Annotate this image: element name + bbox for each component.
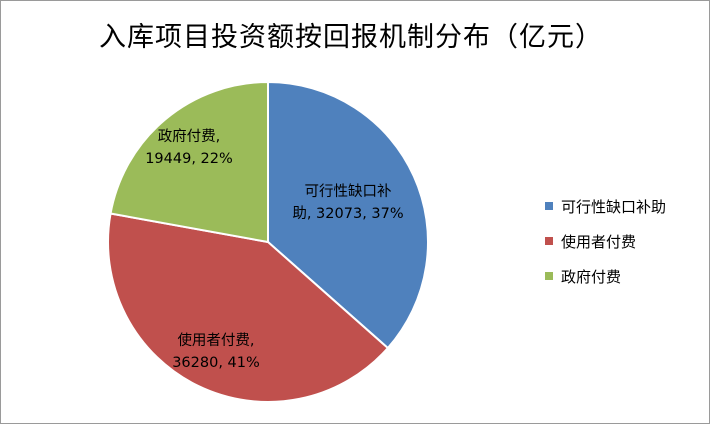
legend-swatch-feasibility-gap — [545, 202, 553, 210]
data-label-user-pay: 使用者付费, 36280, 41% — [172, 333, 260, 371]
legend-item-feasibility-gap: 可行性缺口补助 — [545, 195, 666, 217]
legend-label: 政府付费 — [561, 267, 622, 286]
pie-slice-government-pay — [109, 80, 269, 244]
data-label-feasibility-gap: 可行性缺口补 助, 32073, 37% — [292, 184, 404, 222]
chart-title: 入库项目投资额按回报机制分布（亿元） — [99, 22, 603, 53]
legend-label: 可行性缺口补助 — [561, 197, 667, 216]
legend-swatch-user-pay — [545, 237, 553, 245]
data-label-government-pay: 政府付费, 19449, 22% — [145, 129, 233, 167]
legend-swatch-government-pay — [545, 272, 553, 280]
legend-item-user-pay: 使用者付费 — [545, 230, 666, 252]
pie-slice-feasibility-gap — [267, 80, 430, 350]
chart-legend: 可行性缺口补助 使用者付费 政府付费 — [545, 195, 666, 300]
pie-slice-user-pay — [107, 212, 390, 404]
legend-item-government-pay: 政府付费 — [545, 265, 666, 287]
legend-label: 使用者付费 — [561, 232, 637, 251]
